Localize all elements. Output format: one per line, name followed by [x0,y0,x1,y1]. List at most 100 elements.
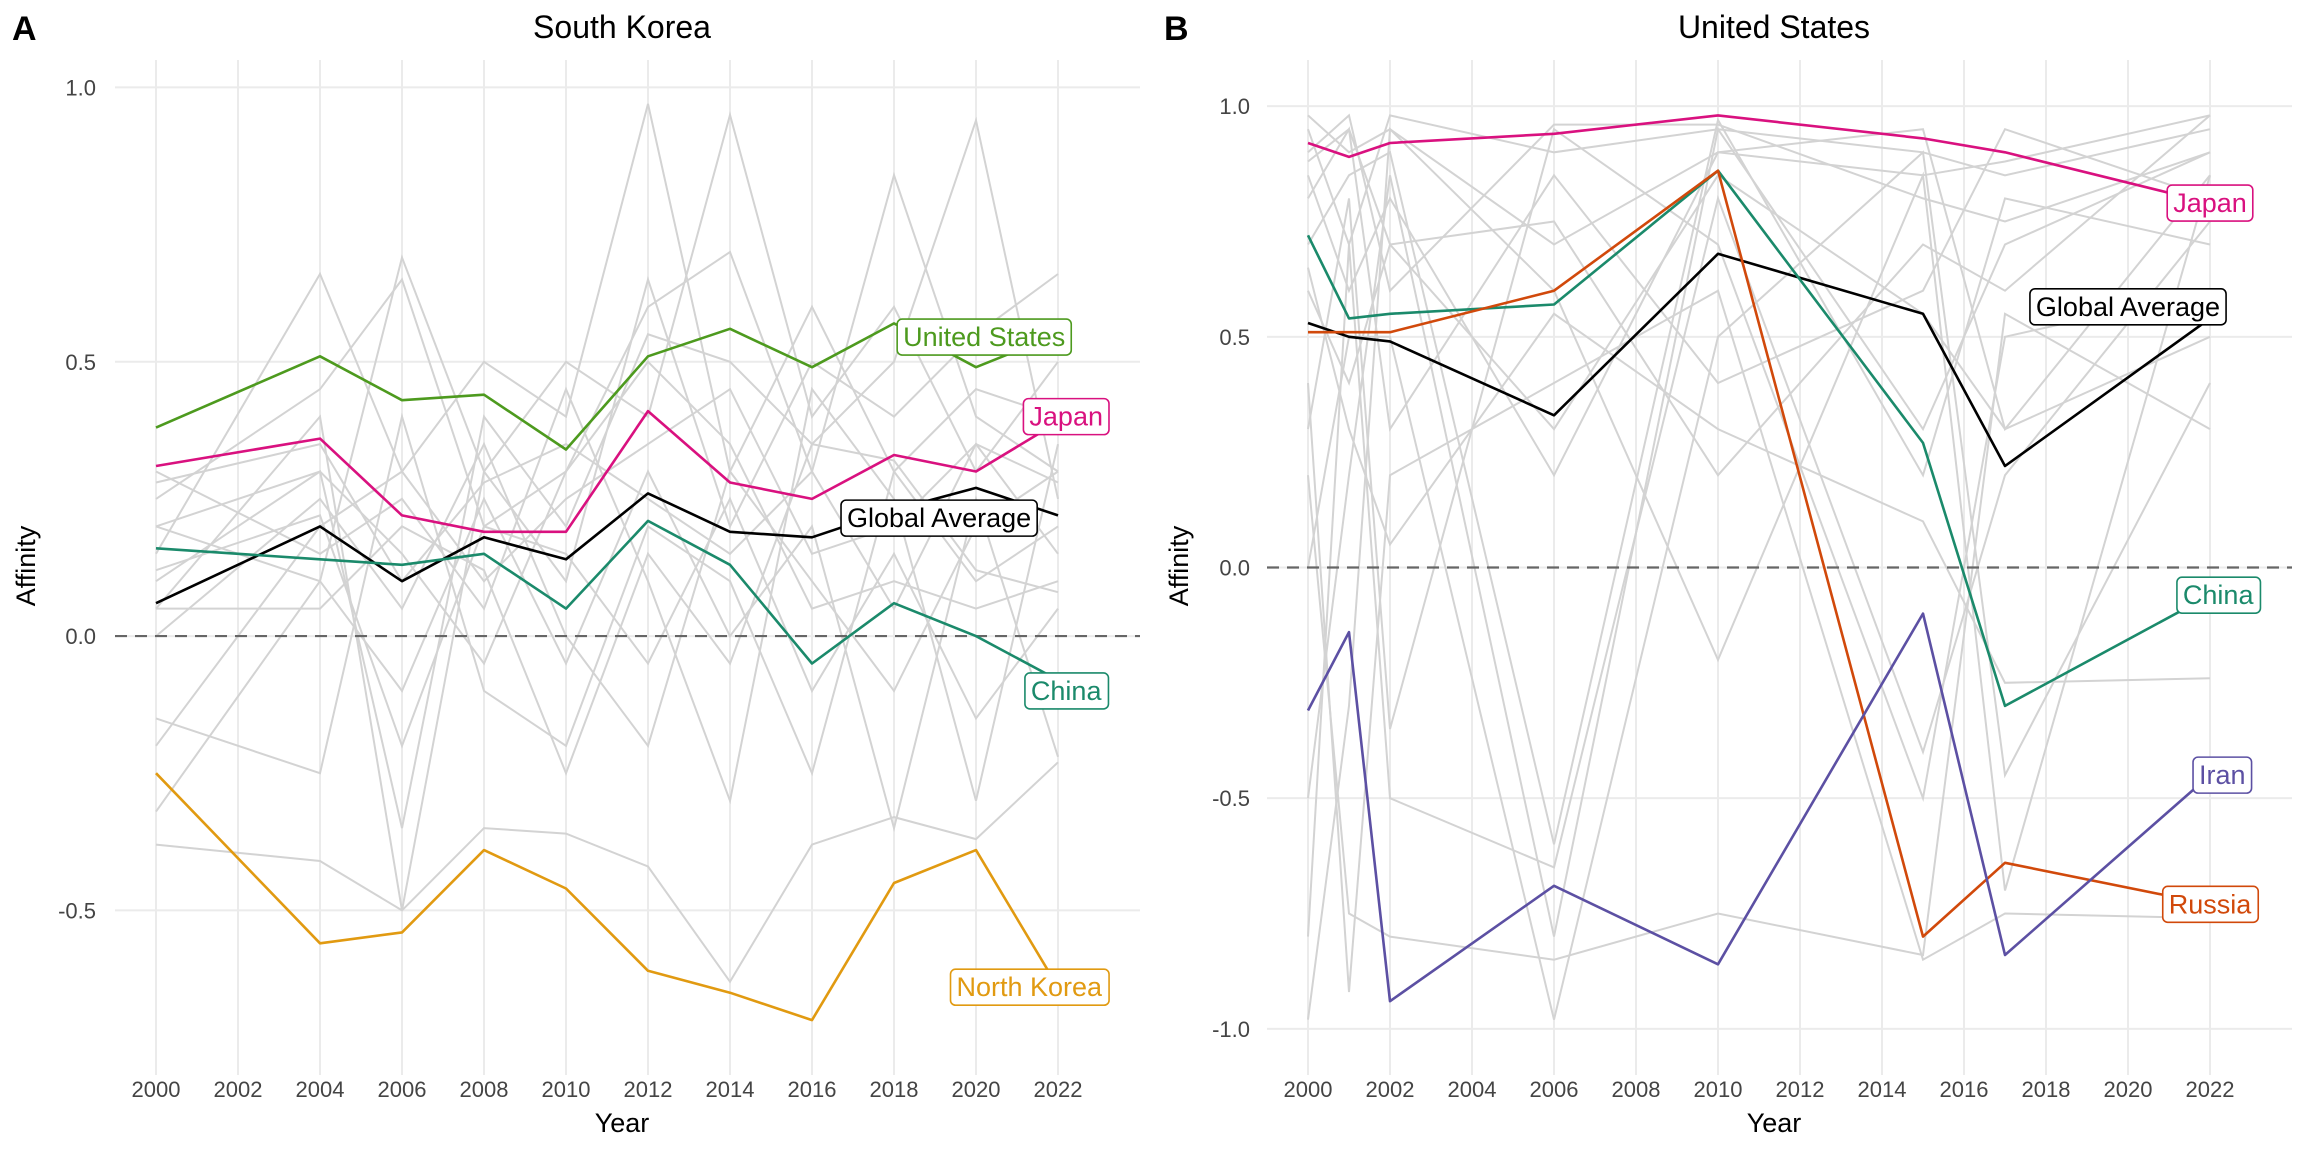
background-country-line [155,360,1059,666]
y-tick-label: -0.5 [58,898,96,923]
x-tick-label: 2010 [1694,1077,1743,1102]
background-country-line [1307,127,2211,431]
x-tick-label: 2002 [214,1077,263,1102]
callout-global-average: Global Average [840,499,1038,537]
background-country-line [1307,267,2211,684]
callout-iran: Iran [2192,756,2253,794]
highlighted-series [1306,114,2211,1003]
x-tick-label: 2020 [952,1077,1001,1102]
y-tick-label: -1.0 [1212,1017,1250,1042]
background-country-line [155,111,1059,583]
callout-label: North Korea [957,972,1104,1002]
background-lines [1307,113,2211,1020]
x-tick-label: 2004 [296,1077,345,1102]
background-country-line [155,103,1059,555]
background-country-line [1307,114,2211,248]
series-line-china [155,519,1059,682]
panel-united-states: B United States Year Affinity 2000 2002 20… [1164,9,2292,1138]
callout-label: Global Average [2036,292,2220,322]
background-country-line [155,469,1059,833]
y-tick-label: 1.0 [65,75,96,100]
callout-china: China [2176,576,2262,614]
series-line-japan [1307,114,2211,205]
background-country-line [1307,289,2211,993]
x-tick-label: 2022 [1034,1077,1083,1102]
callout-label: Japan [1029,402,1103,432]
background-country-line [155,442,1059,611]
x-tick-label: 2010 [542,1077,591,1102]
x-tick-label: 2008 [1612,1077,1661,1102]
background-country-line [155,171,1059,528]
background-country-line [1307,126,2211,1020]
callout-global-average: Global Average [2029,288,2227,326]
callout-china: China [1024,672,1110,710]
x-tick-label: 2014 [1858,1077,1907,1102]
x-tick-label: 2002 [1366,1077,1415,1102]
callout-box [2176,576,2262,614]
background-lines [155,103,1059,984]
background-country-line [1307,126,2211,432]
background-country-line [155,496,1059,749]
background-country-line [155,386,1059,805]
series-line-japan [155,409,1059,534]
callout-box [840,499,1038,537]
series-line-north-korea [155,772,1060,1022]
x-tick-label: 2018 [870,1077,919,1102]
x-tick-label: 2020 [2104,1077,2153,1102]
panel-title: South Korea [533,9,711,45]
x-tick-label: 2014 [706,1077,755,1102]
y-tick-label: 0.0 [65,624,96,649]
background-country-line [155,116,1059,829]
y-tick-label: 0.0 [1219,556,1250,581]
callout-box [896,318,1073,356]
x-tick-label: 2012 [1776,1077,1825,1102]
background-country-line [155,273,1059,911]
series-line-russia [1308,169,2211,938]
x-tick-label: 2022 [2186,1077,2235,1102]
x-tick-label: 2004 [1448,1077,1497,1102]
x-axis-title: Year [1747,1108,1802,1138]
callout-box [2192,756,2253,794]
callout-japan: Japan [1022,397,1110,436]
panel-title: United States [1678,9,1870,45]
callout-label: Japan [2173,188,2247,218]
callout-box [1022,397,1110,436]
x-tick-label: 2006 [1530,1077,1579,1102]
panel-label: B [1164,10,1189,48]
callout-box [2161,885,2260,924]
x-tick-label: 2012 [624,1077,673,1102]
callout-north-korea: North Korea [949,968,1110,1007]
series-callouts: Japan Global Average China Russia Iran [2029,184,2262,924]
callout-box [1024,672,1110,710]
y-tick-label: 0.5 [65,350,96,375]
y-tick-label: -0.5 [1212,786,1250,811]
callout-russia: Russia [2161,885,2260,924]
background-country-line [1307,114,2211,477]
callout-label: United States [903,322,1065,352]
y-axis-title: Affinity [1164,525,1194,606]
series-callouts: United States Japan Global Average China Nor… [840,318,1110,1007]
x-tick-label: 2008 [460,1077,509,1102]
callout-label: China [2183,580,2255,610]
callout-box [949,968,1110,1007]
background-country-line [1307,117,2211,845]
series-line-china [1306,169,2211,708]
x-tick-label: 2016 [788,1077,837,1102]
callout-label: China [1031,676,1103,706]
background-country-line [156,442,1059,776]
x-tick-label: 2016 [1940,1077,1989,1102]
callout-box [2166,184,2254,222]
panel-label: A [12,10,37,48]
y-tick-label: 1.0 [1219,94,1250,119]
background-country-line [1307,312,2211,961]
x-axis-title: Year [595,1108,650,1138]
background-country-line [155,441,1059,748]
x-tick-label: 2000 [132,1077,181,1102]
callout-label: Iran [2199,760,2246,790]
y-axis-title: Affinity [11,525,41,606]
series-line-iran [1306,612,2211,1003]
callout-japan: Japan [2166,184,2254,222]
x-tick-label: 2018 [2022,1077,2071,1102]
